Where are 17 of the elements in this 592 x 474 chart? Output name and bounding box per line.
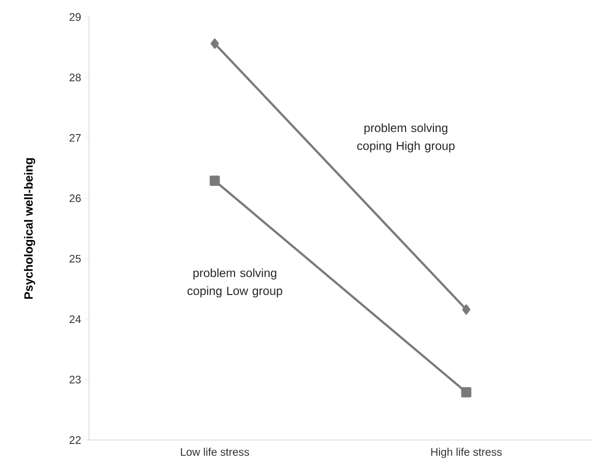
y-tick-label: 26 — [70, 194, 81, 202]
y-tick-label: 23 — [70, 376, 81, 384]
point — [210, 176, 220, 186]
y-tick-label: 24 — [70, 315, 81, 323]
y-tick-label: 28 — [70, 74, 81, 82]
y-axis-title: Psychological well-being — [24, 158, 36, 299]
point — [210, 38, 219, 49]
point — [461, 387, 472, 398]
x-tick-label: High life stress — [431, 448, 502, 458]
series-label: problem solving coping Low group — [188, 268, 282, 298]
point — [462, 304, 470, 315]
x-tick-label: Low life stress — [180, 448, 250, 456]
y-tick-label: 29 — [70, 13, 81, 21]
y-tick-label: 27 — [70, 134, 81, 142]
y-tick-label: 22 — [70, 436, 81, 444]
text: problem solving coping High group — [357, 123, 455, 152]
y-tick-label: 25 — [70, 254, 81, 263]
